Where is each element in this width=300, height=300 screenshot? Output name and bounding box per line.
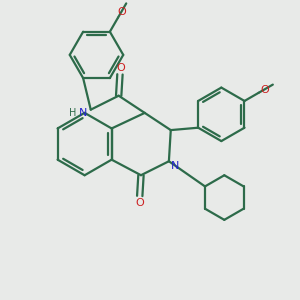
- Text: O: O: [116, 63, 125, 73]
- Text: O: O: [117, 7, 126, 17]
- Text: O: O: [135, 197, 144, 208]
- Text: O: O: [260, 85, 269, 94]
- Text: N: N: [79, 108, 88, 118]
- Text: N: N: [171, 160, 180, 170]
- Text: H: H: [69, 108, 76, 118]
